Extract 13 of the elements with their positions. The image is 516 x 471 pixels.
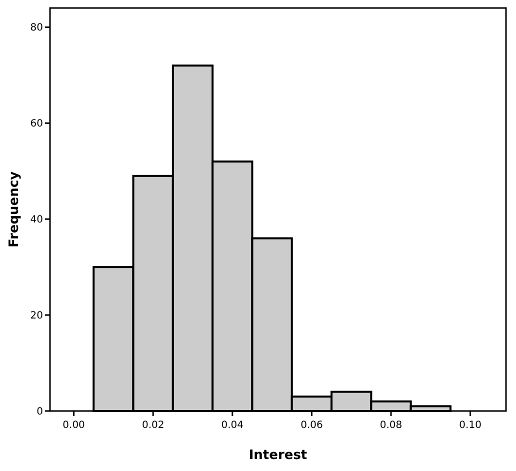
x-tick-label: 0.06 [300,420,323,431]
y-tick-label: 60 [30,118,43,130]
y-tick-label: 0 [36,406,43,418]
y-tick-label: 20 [30,310,43,322]
x-tick-label: 0.00 [62,420,85,431]
y-tick-label: 40 [30,214,43,226]
x-tick-label: 0.08 [380,420,402,431]
x-tick-label: 0.04 [221,420,244,431]
x-tick-label: 0.02 [142,420,164,431]
y-tick-label: 80 [30,22,43,34]
y-axis-title: Frequency [7,170,22,248]
x-axis-title: Interest [248,448,308,463]
x-tick-label: 0.10 [459,420,482,431]
